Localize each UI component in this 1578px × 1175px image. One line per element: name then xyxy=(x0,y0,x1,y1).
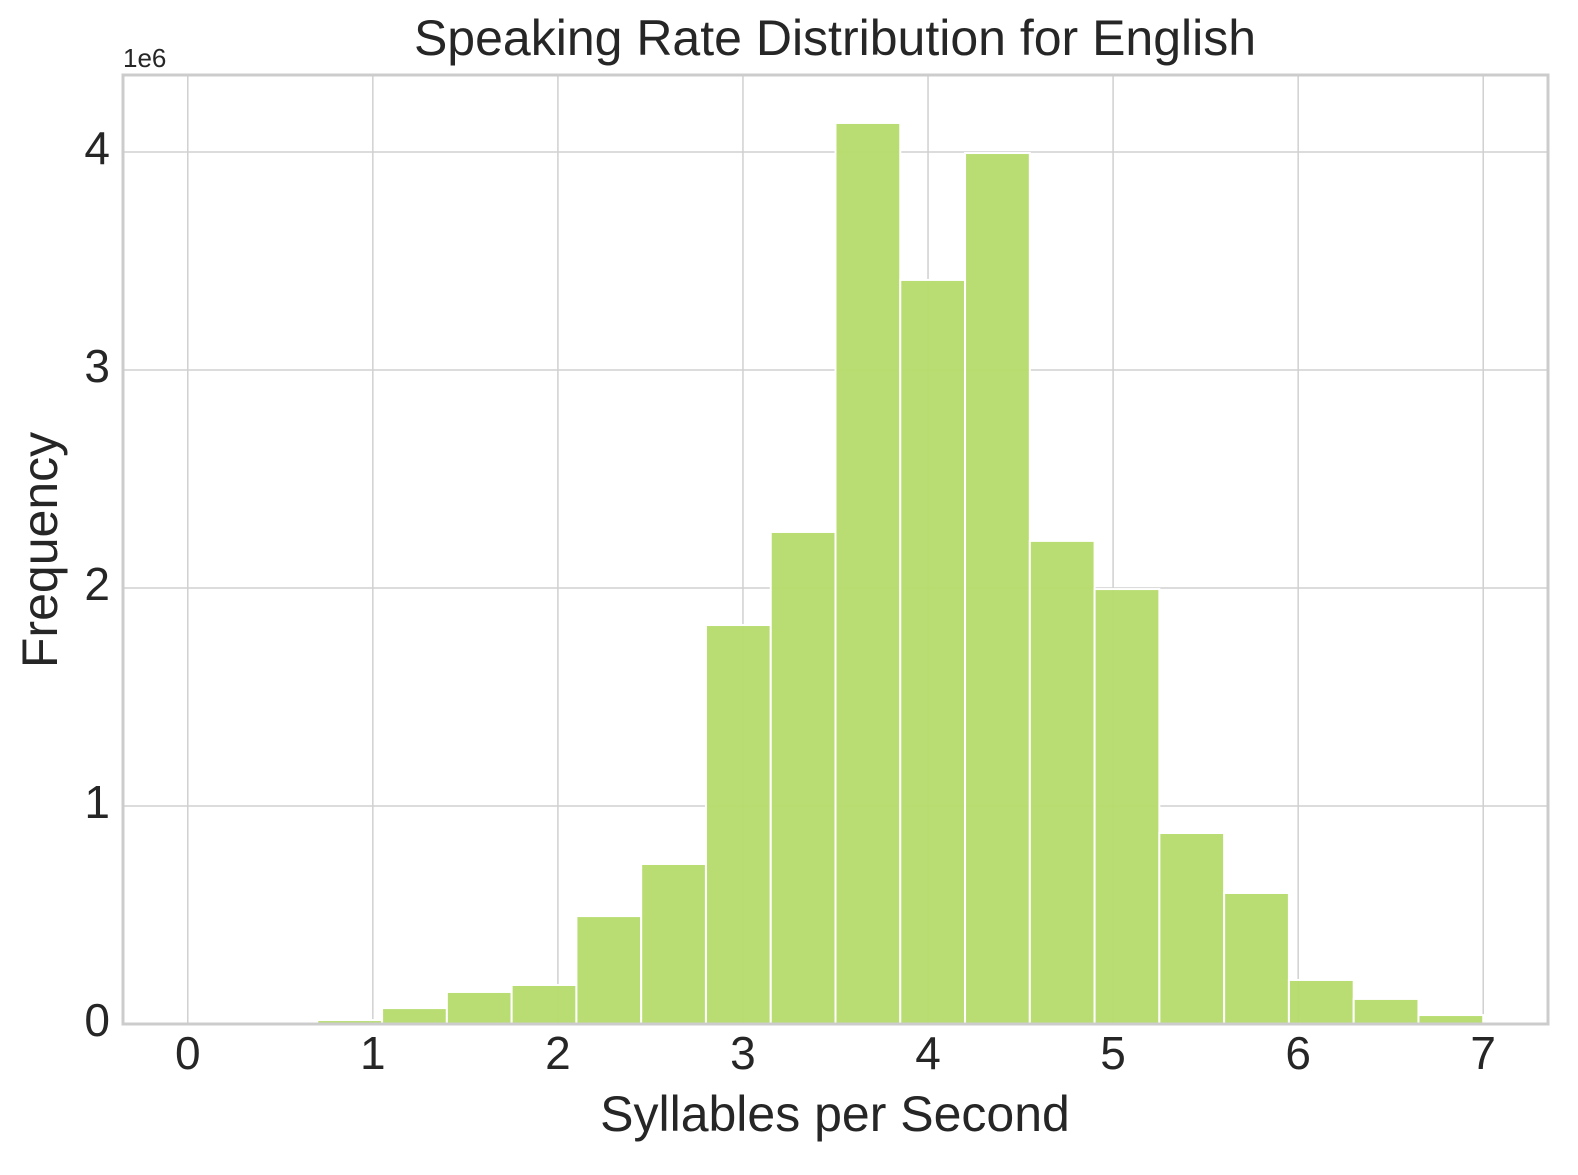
bar xyxy=(1223,891,1290,1025)
bar xyxy=(640,862,707,1025)
chart-title: Speaking Rate Distribution for English xyxy=(414,10,1256,66)
y-axis-label: Frequency xyxy=(12,432,68,668)
bars xyxy=(316,121,1485,1026)
bar xyxy=(1028,539,1096,1026)
bar xyxy=(510,983,578,1026)
plot-frame xyxy=(121,73,1550,1026)
y-offset-text: 1e6 xyxy=(123,43,166,73)
x-tick-label: 7 xyxy=(1470,1027,1496,1079)
bar xyxy=(575,915,643,1026)
bar xyxy=(769,530,837,1025)
bar xyxy=(1287,978,1355,1025)
y-tick-label: 0 xyxy=(84,994,110,1046)
x-tick-label: 6 xyxy=(1285,1027,1311,1079)
x-tick-label: 1 xyxy=(360,1027,386,1079)
y-tick-label: 3 xyxy=(84,340,110,392)
x-axis-label: Syllables per Second xyxy=(600,1086,1070,1142)
x-tick-label: 0 xyxy=(175,1027,201,1079)
x-tick-label: 4 xyxy=(915,1027,941,1079)
bar xyxy=(1093,588,1161,1025)
y-tick-label: 2 xyxy=(84,558,110,610)
bar xyxy=(381,1007,448,1025)
bar xyxy=(1158,832,1226,1026)
bar xyxy=(1352,997,1420,1025)
x-tick-label: 5 xyxy=(1100,1027,1126,1079)
bar xyxy=(704,624,772,1025)
y-tick-label: 4 xyxy=(84,122,110,174)
y-tick-label: 1 xyxy=(84,776,110,828)
x-tick-label: 2 xyxy=(545,1027,571,1079)
bar xyxy=(899,278,967,1025)
bar xyxy=(964,152,1031,1025)
bar xyxy=(834,121,902,1025)
bar xyxy=(445,990,513,1026)
x-tick-label: 3 xyxy=(730,1027,756,1079)
